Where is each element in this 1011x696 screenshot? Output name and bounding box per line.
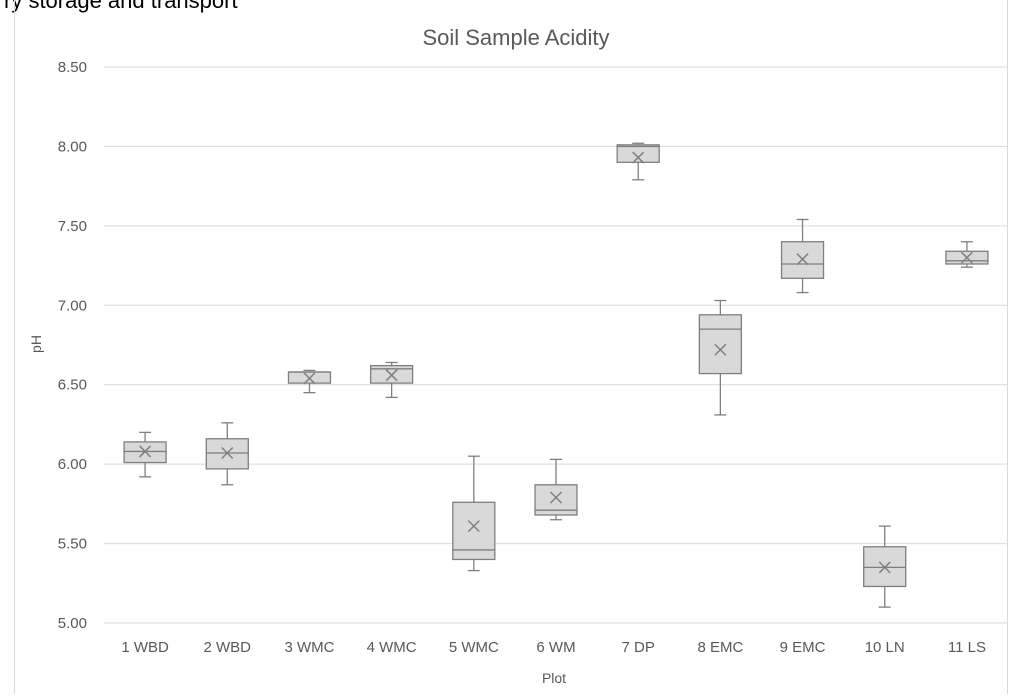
y-axis-ticks: 5.00 5.50 6.00 6.50 7.00 7.50 8.00 8.50 <box>58 59 87 632</box>
y-tick-label: 6.00 <box>58 456 87 473</box>
box-2 <box>205 422 249 486</box>
x-axis-label: Plot <box>542 670 566 686</box>
box-6 <box>534 458 578 521</box>
mean-marker <box>467 520 480 533</box>
x-tick-label: 8 EMC <box>697 639 743 656</box>
box-body <box>698 314 743 375</box>
mean-marker <box>796 253 809 266</box>
y-tick-label: 5.00 <box>58 615 87 632</box>
mean-marker <box>385 369 398 382</box>
y-tick-label: 7.00 <box>58 297 87 314</box>
x-tick-label: 1 WBD <box>121 639 169 656</box>
mean-marker <box>632 151 645 164</box>
x-tick-label: 9 EMC <box>780 639 826 656</box>
box-5 <box>452 455 496 572</box>
boxes <box>123 142 989 608</box>
mean-marker <box>139 445 152 458</box>
x-tick-label: 6 WM <box>536 639 575 656</box>
box-4 <box>369 361 414 399</box>
mean-marker <box>549 491 563 504</box>
y-axis-label: pH <box>28 335 44 353</box>
x-tick-label: 7 DP <box>622 639 655 656</box>
y-tick-label: 8.00 <box>58 138 87 155</box>
x-tick-label: 4 WMC <box>367 639 417 656</box>
chart-title: Soil Sample Acidity <box>422 25 609 50</box>
x-tick-label: 5 WMC <box>449 639 499 656</box>
y-tick-label: 7.50 <box>58 218 87 235</box>
box-body <box>616 144 660 163</box>
box-1 <box>123 431 167 478</box>
box-9 <box>780 218 825 294</box>
box-3 <box>287 369 332 394</box>
mean-marker <box>714 343 727 356</box>
box-7 <box>616 142 660 181</box>
mean-marker <box>303 372 316 385</box>
box-8 <box>698 299 743 416</box>
y-tick-label: 6.50 <box>58 377 87 394</box>
mean-marker <box>221 446 234 460</box>
box-body <box>452 501 496 561</box>
chart-area <box>14 0 1008 694</box>
x-axis-ticks: 1 WBD 2 WBD 3 WMC 4 WMC 5 WMC 6 WM 7 DP 8 EMC 9 … <box>121 639 986 656</box>
y-tick-label: 8.50 <box>58 59 87 76</box>
x-tick-label: 2 WBD <box>204 639 252 656</box>
y-tick-label: 5.50 <box>58 536 87 553</box>
x-tick-label: 10 LN <box>865 639 905 656</box>
gridlines <box>104 66 1008 624</box>
x-tick-label: 3 WMC <box>284 639 334 656</box>
partial-header-text: ry storage and transport <box>4 0 238 13</box>
mean-marker <box>878 561 891 574</box>
box-10 <box>863 525 907 608</box>
mean-marker <box>960 251 973 264</box>
box-11 <box>945 241 989 268</box>
x-tick-label: 11 LS <box>948 639 986 656</box>
